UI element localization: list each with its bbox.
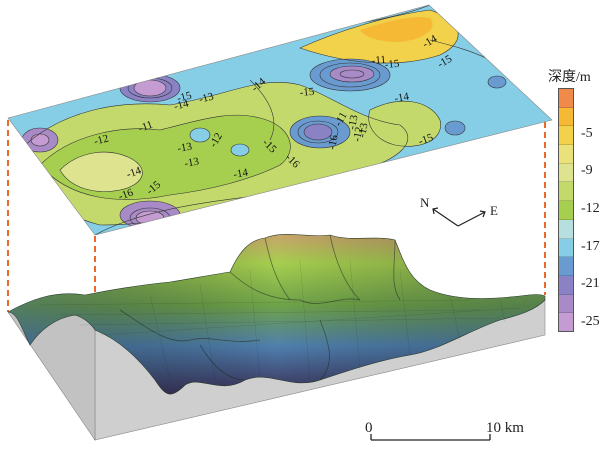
contour-label: -13 [356,122,370,139]
contour-label: -14 [125,164,143,180]
terrain-mesh [39,259,521,381]
compass-north-label: N [420,195,430,210]
legend-swatch [559,294,573,314]
legend-tick-label: -9 [581,163,593,179]
scale-start-label: 0 [365,420,373,436]
contour-label: -14 [173,97,191,113]
terrain-shading [8,234,545,395]
legend-swatch [559,126,573,146]
legend-swatch [559,201,573,220]
contour-label: -14 [232,167,249,181]
legend-swatch [559,182,573,202]
contour-map: -14 -15 -13 -11 -12 -13 -13 -12 -14 -15 … [8,5,552,235]
contour-label: -13 [176,141,193,155]
legend-swatch [559,219,573,239]
depression-w-core [31,134,49,146]
scale-end-label: 10 km [486,420,524,436]
contour-label: -13 [183,156,200,170]
orange-zone-ne [360,17,433,42]
legend-tick-label: -25 [581,313,600,329]
depression-nw-core [134,80,166,96]
depth-color-legend [558,88,574,332]
contour-label: -15 [384,58,400,71]
contour-label: -12 [351,126,365,143]
legend-swatch [559,163,573,183]
depression-mid2 [231,144,249,156]
contour-label: -13 [198,90,216,106]
legend-swatch [559,257,573,276]
compass-east-label: E [490,203,498,218]
legend-tick-label: -5 [581,125,593,141]
legend-swatch [559,89,573,108]
terrain-block [7,234,546,441]
legend-swatch [559,313,573,331]
depression-e2 [488,76,506,88]
contour-label: -14 [319,180,338,198]
contour-label: -12 [93,133,110,148]
contour-label: -15 [299,86,315,99]
scale-bar [370,434,491,441]
compass [432,207,486,227]
plan-outline [7,4,553,236]
legend-swatch [559,238,573,258]
terrain-left-wall [7,311,96,441]
legend-tick-label: -21 [581,276,600,292]
legend-swatch [559,145,573,164]
legend-tick-label: -17 [581,238,600,254]
contour-label: -15 [176,89,194,105]
depression-center-core [304,124,332,140]
legend-swatch [559,107,573,127]
depression-north-core [330,66,374,82]
depression-mid [190,128,210,142]
green-zone-east [368,101,441,147]
legend-tick-label: -12 [581,201,600,216]
contour-label: -14 [393,91,410,105]
contour-label: -16 [117,186,135,202]
depression-e [445,121,465,135]
legend-title: 深度/m [548,70,591,85]
terrain-ridges [119,234,401,381]
contour-label: -11 [137,119,155,135]
contour-label: -13 [346,114,360,131]
contour-label: -11 [371,54,386,67]
contour-label: -16 [326,134,340,151]
legend-swatch [559,275,573,295]
contour-label: -15 [417,131,435,147]
yellow-green-zone [60,152,143,192]
